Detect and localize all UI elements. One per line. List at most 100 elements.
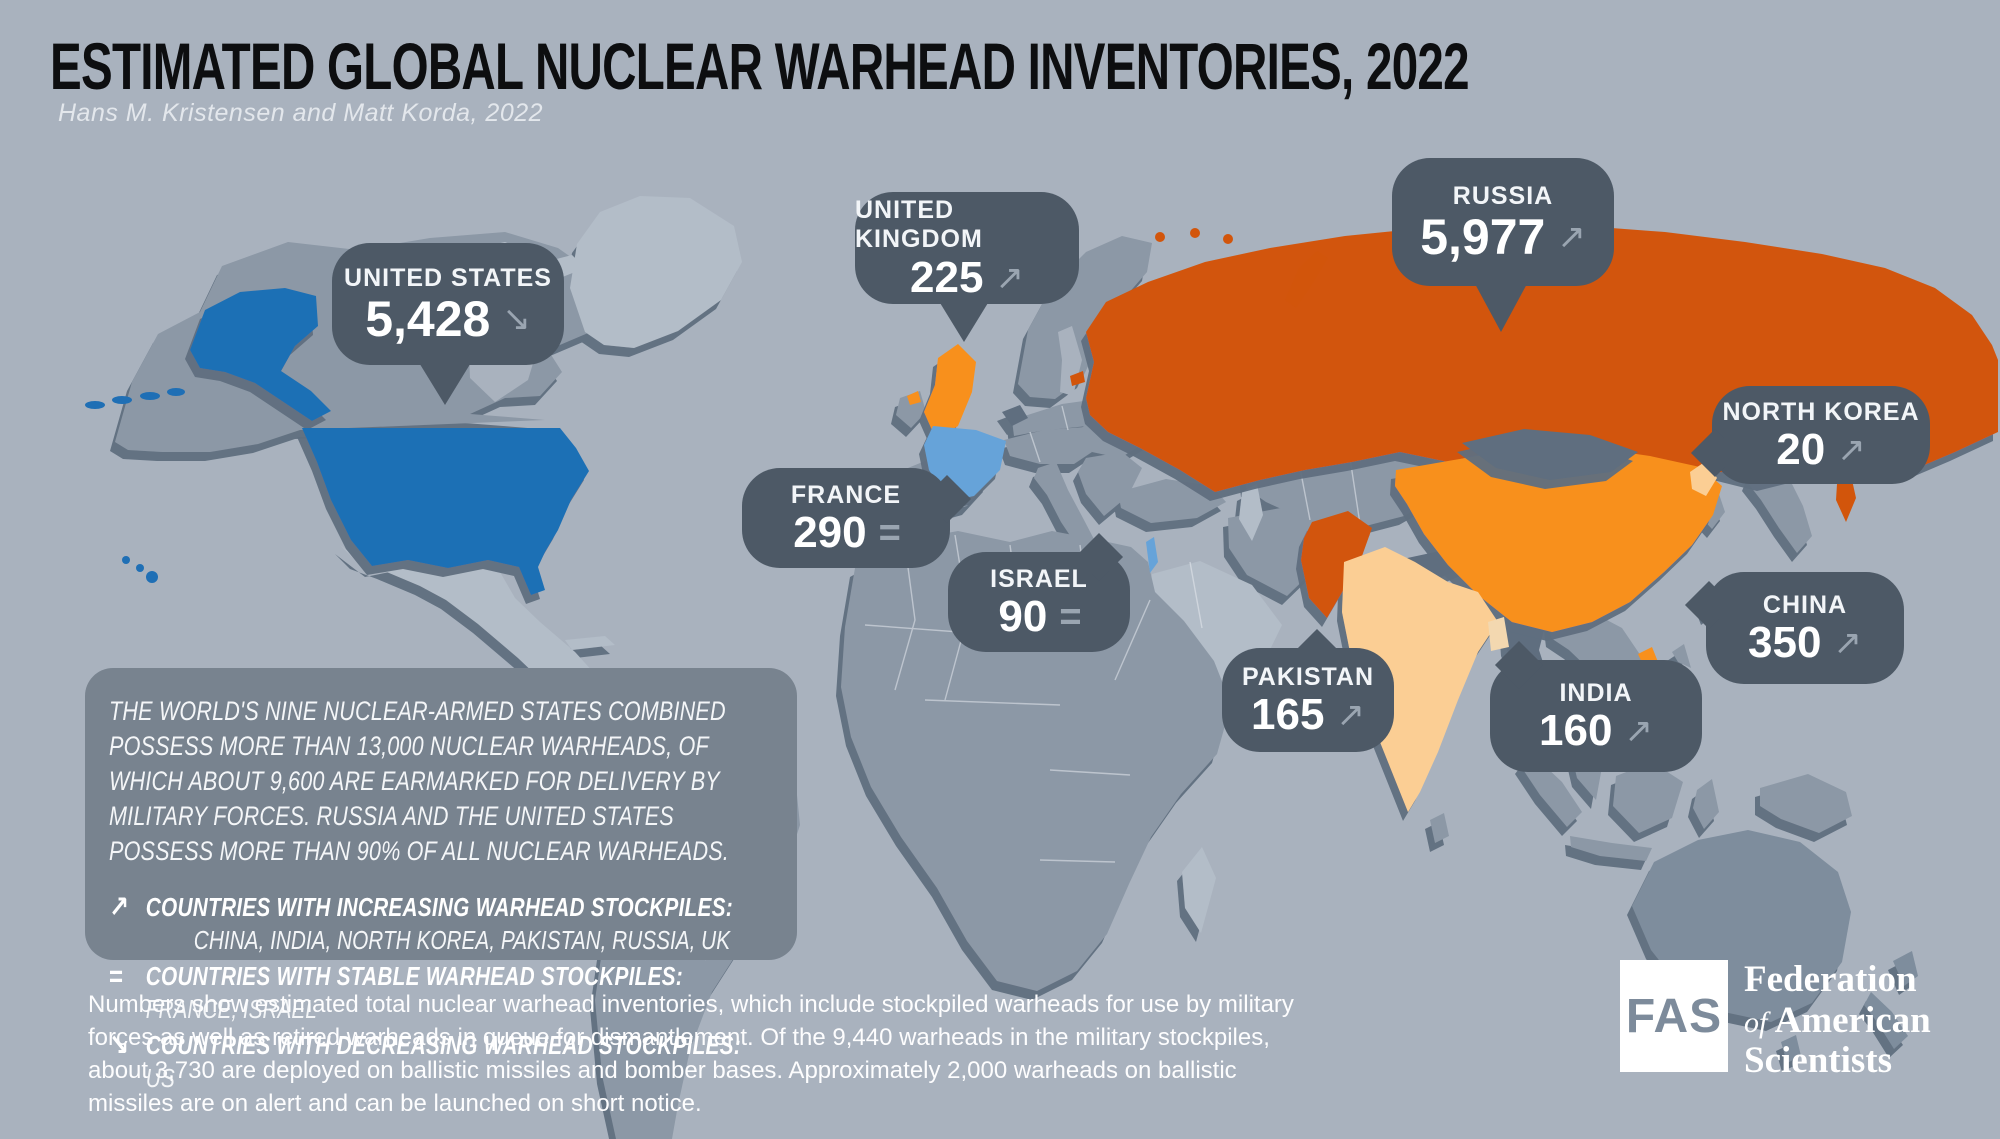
country-united-states-aleutians: [85, 388, 185, 409]
region-sulawesi: [1693, 779, 1719, 829]
legend-countries: US: [145, 1062, 175, 1093]
footnote: Numbers show estimated total nuclear war…: [88, 991, 1294, 1118]
country-name-label: CHINA: [1762, 590, 1848, 619]
legend-row-decreasing: ↘ COUNTRIES WITH DECREASING WARHEAD STOC…: [109, 1029, 773, 1094]
country-india: [1342, 547, 1498, 812]
fas-logo-text: Federation of American Scientists: [1744, 959, 1931, 1082]
country-name-label: PAKISTAN: [1241, 662, 1375, 691]
country-russia-arctic-isle: [1155, 232, 1165, 242]
country-name-label: INDIA: [1559, 678, 1633, 707]
callout-tail: [1474, 282, 1528, 332]
country-israel: [1146, 537, 1158, 573]
country-pakistan: [1301, 511, 1372, 618]
country-united-kingdom: [924, 344, 976, 439]
region-new-zealand: [1864, 992, 1908, 1049]
country-name-label: NORTH KOREA: [1722, 397, 1920, 426]
page-title: ESTIMATED GLOBAL NUCLEAR WARHEAD INVENTO…: [50, 29, 1470, 103]
callout-israel: ISRAEL 90 =: [948, 532, 1130, 652]
country-name-label: ISRAEL: [990, 564, 1088, 593]
fas-logo-line2: American: [1774, 999, 1931, 1041]
warhead-count: 225: [910, 252, 984, 302]
fas-logo-abbr: FAS: [1625, 989, 1723, 1043]
trend-increasing-icon: ↗: [995, 258, 1024, 297]
country-united-states-alaska: [190, 288, 331, 421]
region-caspian-sea: [1239, 484, 1263, 541]
warhead-count: 165: [1251, 690, 1325, 740]
fas-logo: FAS Federation of American Scientists: [1620, 959, 1931, 1082]
info-paragraph: THE WORLD'S NINE NUCLEAR-ARMED STATES CO…: [109, 696, 729, 867]
country-russia-arctic-isle: [1190, 228, 1200, 238]
callout-russia: RUSSIA 5,977 ↗: [1392, 158, 1614, 332]
callout-pakistan: PAKISTAN 165 ↗: [1222, 628, 1394, 752]
fas-logo-of: of: [1744, 1005, 1768, 1039]
region-greenland: [570, 196, 742, 348]
trend-increasing-icon: ↗: [1336, 696, 1365, 735]
country-name-label: FRANCE: [790, 480, 902, 509]
region-mongolia: [1462, 429, 1638, 480]
region-java: [1570, 836, 1652, 861]
region-tasmania: [1781, 1035, 1801, 1063]
legend-label: COUNTRIES WITH DECREASING WARHEAD STOCKP…: [145, 1030, 741, 1061]
legend-countries: FRANCE, ISRAEL: [145, 993, 317, 1024]
trend-stable-icon: =: [1059, 595, 1081, 640]
legend-increasing-icon: ↗: [109, 891, 130, 925]
legend-decreasing-icon: ↘: [109, 1029, 130, 1063]
region-borneo: [1613, 762, 1683, 833]
fas-logo-box: FAS: [1620, 960, 1728, 1072]
warhead-count: 350: [1748, 618, 1822, 668]
region-new-zealand: [1893, 951, 1918, 986]
region-madagascar: [1182, 847, 1216, 933]
trend-increasing-icon: ↗: [1837, 431, 1866, 470]
info-box: THE WORLD'S NINE NUCLEAR-ARMED STATES CO…: [85, 668, 797, 1093]
legend-row-increasing: ↗ COUNTRIES WITH INCREASING WARHEAD STOC…: [109, 891, 773, 956]
country-united-states-hawaii: [122, 556, 158, 583]
trend-increasing-icon: ↗: [1624, 712, 1653, 751]
region-sri-lanka: [1430, 813, 1449, 843]
country-name-label: RUSSIA: [1452, 181, 1554, 210]
trend-increasing-icon: ↗: [1557, 218, 1586, 257]
region-turkey: [1118, 479, 1226, 523]
country-russia-novaya-zemlya: [1285, 251, 1328, 308]
warhead-count: 5,428: [365, 291, 491, 348]
trend-stable-icon: =: [878, 511, 901, 556]
region-balkans: [1078, 452, 1142, 516]
fas-logo-line1: Federation: [1744, 959, 1917, 1000]
region-scandinavia: [1018, 236, 1152, 399]
country-united-kingdom-ni: [907, 391, 921, 405]
callout-india: INDIA 160 ↗: [1490, 640, 1702, 772]
callout-north-korea: NORTH KOREA 20 ↗: [1690, 386, 1930, 484]
region-caribbean: [565, 636, 615, 650]
warhead-count: 160: [1539, 706, 1613, 756]
warhead-count: 20: [1776, 425, 1826, 475]
callout-tail: [418, 361, 472, 405]
region-new-guinea: [1760, 774, 1852, 833]
legend-stable-icon: =: [109, 960, 124, 994]
warhead-count: 5,977: [1420, 209, 1546, 266]
country-name-label: UNITED KINGDOM: [855, 196, 983, 253]
callout-tail: [937, 298, 991, 342]
callout-france: FRANCE 290 =: [742, 468, 972, 568]
legend-countries: CHINA, INDIA, NORTH KOREA, PAKISTAN, RUS…: [193, 924, 731, 955]
region-bangladesh: [1488, 617, 1509, 651]
country-united-states: [302, 428, 589, 595]
region-europe: [1004, 427, 1092, 464]
country-russia-kaliningrad: [1070, 371, 1085, 386]
warhead-count: 290: [793, 508, 867, 558]
trend-decreasing-icon: ↘: [502, 300, 531, 339]
region-philippines: [1672, 644, 1691, 668]
legend-row-stable: = COUNTRIES WITH STABLE WARHEAD STOCKPIL…: [109, 960, 773, 1025]
callout-united-states: UNITED STATES 5,428 ↘: [332, 243, 564, 405]
legend-label: COUNTRIES WITH STABLE WARHEAD STOCKPILES…: [145, 961, 683, 992]
callout-china: CHINA 350 ↗: [1684, 572, 1904, 684]
trend-increasing-icon: ↗: [1833, 624, 1862, 663]
country-russia-arctic-isle: [1223, 234, 1233, 244]
page-subtitle: Hans M. Kristensen and Matt Korda, 2022: [58, 99, 544, 127]
fas-logo-line3: Scientists: [1744, 1040, 1892, 1082]
region-africa: [841, 531, 1231, 991]
country-name-label: UNITED STATES: [344, 263, 552, 292]
country-china: [1395, 441, 1722, 632]
warhead-count: 90: [998, 592, 1048, 642]
callout-united-kingdom: UNITED KINGDOM 225 ↗: [855, 192, 1079, 342]
region-benelux: [1002, 405, 1028, 426]
